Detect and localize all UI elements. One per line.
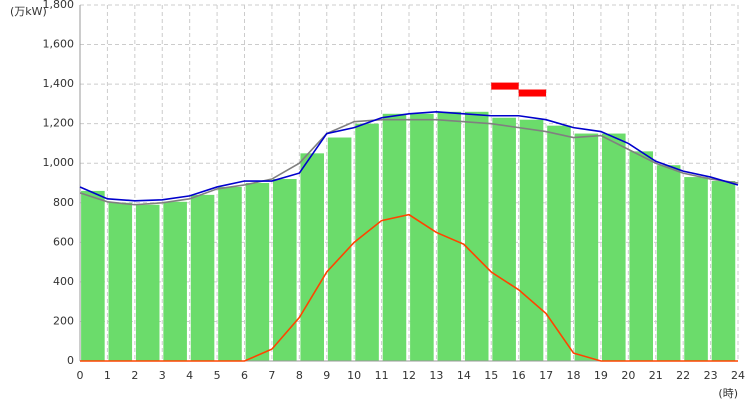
x-tick-label: 15 <box>484 369 498 382</box>
bar <box>547 125 571 362</box>
bar <box>656 165 681 361</box>
bar <box>135 204 160 361</box>
y-tick-label: 1,200 <box>43 117 75 130</box>
x-tick-label: 8 <box>296 369 303 382</box>
bar <box>218 186 242 361</box>
bar <box>410 113 434 362</box>
x-tick-label: 24 <box>731 369 745 382</box>
x-tick-label: 21 <box>649 369 663 382</box>
line-series <box>79 118 739 206</box>
y-tick-label: 1,600 <box>43 38 75 51</box>
x-tick-label: 19 <box>594 369 608 382</box>
x-tick-label: 14 <box>457 369 471 382</box>
line-series <box>79 110 739 202</box>
x-tick-label: 18 <box>567 369 581 382</box>
peak-marker <box>518 89 547 97</box>
x-tick-label: 3 <box>159 369 166 382</box>
y-tick-label: 200 <box>53 314 74 327</box>
x-tick-label: 0 <box>77 369 84 382</box>
bar <box>355 123 379 362</box>
bar <box>684 177 708 361</box>
y-tick-label: 600 <box>53 235 74 248</box>
bar <box>81 190 105 361</box>
x-tick-label: 9 <box>323 369 330 382</box>
bar <box>190 194 215 361</box>
x-tick-label: 4 <box>186 369 193 382</box>
bar <box>574 133 599 361</box>
y-tick-label: 1,800 <box>43 0 75 11</box>
x-tick-label: 11 <box>375 369 389 382</box>
x-tick-label: 23 <box>704 369 718 382</box>
bar <box>492 117 516 361</box>
y-tick-label: 0 <box>67 354 74 367</box>
x-tick-label: 1 <box>104 369 111 382</box>
line-series <box>80 213 738 362</box>
bar <box>382 113 407 362</box>
x-tick-label: 22 <box>676 369 690 382</box>
x-tick-label: 12 <box>402 369 416 382</box>
x-tick-label: 13 <box>429 369 443 382</box>
bar <box>437 111 462 361</box>
x-tick-label: 7 <box>268 369 275 382</box>
bar <box>273 179 297 361</box>
x-tick-label: 17 <box>539 369 553 382</box>
bar <box>602 133 626 361</box>
peak-marker <box>491 82 519 90</box>
bar <box>163 201 187 361</box>
x-tick-label: 16 <box>512 369 526 382</box>
x-tick-label: 6 <box>241 369 248 382</box>
bar <box>300 153 325 361</box>
bar <box>519 119 544 361</box>
y-unit-label: (万kW) <box>10 5 47 18</box>
bar <box>327 137 352 361</box>
bar <box>629 151 654 361</box>
x-unit-label: (時) <box>718 387 738 400</box>
y-tick-label: 800 <box>53 196 74 209</box>
bar <box>711 181 736 361</box>
x-tick-label: 5 <box>214 369 221 382</box>
bar <box>245 183 270 361</box>
x-tick-label: 20 <box>621 369 635 382</box>
bar <box>464 111 489 361</box>
y-tick-label: 1,400 <box>43 77 75 90</box>
x-tick-label: 10 <box>347 369 361 382</box>
bar <box>108 202 133 361</box>
y-tick-label: 1,000 <box>43 156 75 169</box>
x-tick-label: 2 <box>131 369 138 382</box>
y-tick-label: 400 <box>53 275 74 288</box>
